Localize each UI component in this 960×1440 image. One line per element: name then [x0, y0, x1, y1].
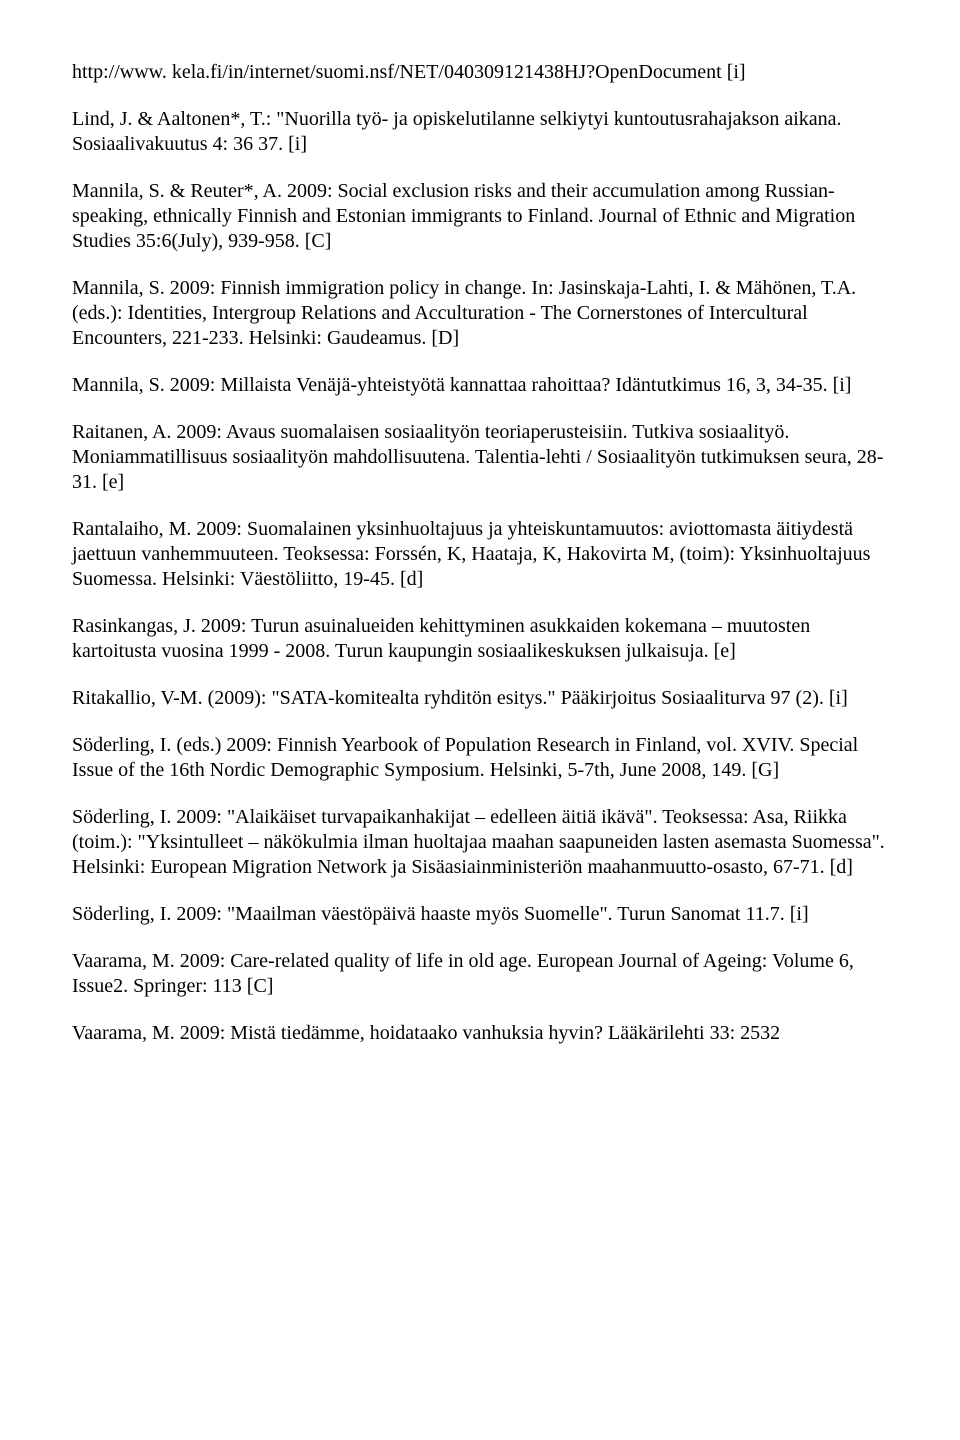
reference-entry: Söderling, I. 2009: "Maailman väestöpäiv… — [72, 902, 888, 927]
reference-entry: Vaarama, M. 2009: Mistä tiedämme, hoidat… — [72, 1021, 888, 1046]
reference-entry: Mannila, S. 2009: Millaista Venäjä-yhtei… — [72, 373, 888, 398]
reference-entry: Raitanen, A. 2009: Avaus suomalaisen sos… — [72, 420, 888, 495]
reference-entry: Mannila, S. & Reuter*, A. 2009: Social e… — [72, 179, 888, 254]
reference-entry: Mannila, S. 2009: Finnish immigration po… — [72, 276, 888, 351]
reference-entry: Söderling, I. 2009: "Alaikäiset turvapai… — [72, 805, 888, 880]
reference-entry: Ritakallio, V-M. (2009): "SATA-komitealt… — [72, 686, 888, 711]
reference-entry: Rasinkangas, J. 2009: Turun asuinalueide… — [72, 614, 888, 664]
reference-entry: Söderling, I. (eds.) 2009: Finnish Yearb… — [72, 733, 888, 783]
reference-entry: Vaarama, M. 2009: Care-related quality o… — [72, 949, 888, 999]
reference-entry: Rantalaiho, M. 2009: Suomalainen yksinhu… — [72, 517, 888, 592]
reference-entry: Lind, J. & Aaltonen*, T.: "Nuorilla työ-… — [72, 107, 888, 157]
reference-entry: http://www. kela.fi/in/internet/suomi.ns… — [72, 60, 888, 85]
